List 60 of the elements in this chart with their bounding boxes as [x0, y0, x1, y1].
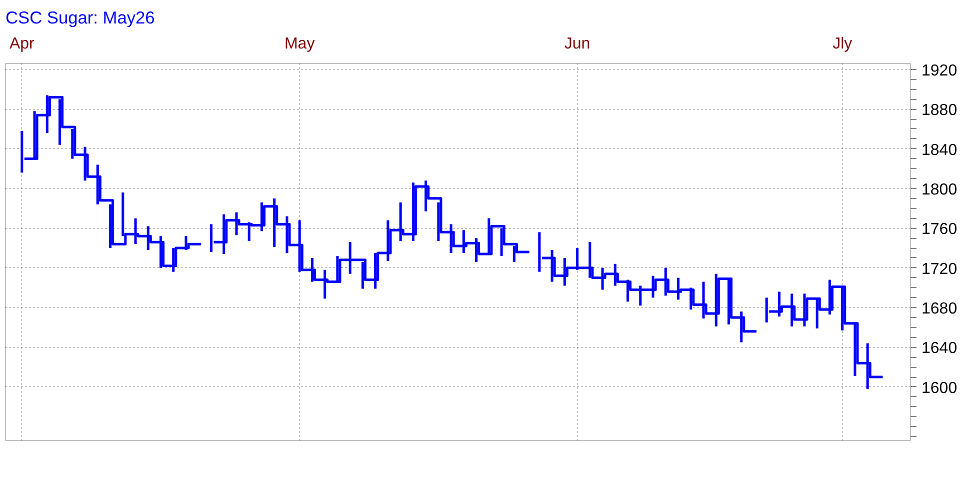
bar [298, 220, 301, 272]
chart-title: CSC Sugar: May26 [6, 8, 155, 28]
bar [33, 111, 36, 159]
bar [702, 282, 705, 318]
x-tick-label: Jun [564, 36, 590, 52]
bar [538, 232, 541, 272]
bar [172, 248, 175, 272]
y-tick-label: 1880 [922, 102, 958, 120]
bar [96, 164, 99, 204]
y-tick-label: 1800 [922, 182, 958, 199]
y-tick-label: 1840 [922, 142, 958, 159]
bar [588, 242, 592, 278]
bar [361, 262, 364, 289]
bar [424, 180, 428, 212]
bar [803, 294, 806, 326]
y-tick-label: 1640 [922, 340, 958, 358]
bar [71, 128, 74, 159]
bar [488, 218, 490, 254]
bar [222, 214, 226, 254]
bar [210, 224, 212, 252]
bar [109, 204, 112, 248]
bar [727, 278, 730, 324]
bar [386, 220, 390, 261]
bar [828, 280, 831, 315]
bar [84, 146, 86, 181]
bar [184, 236, 188, 250]
x-tick-label: May [284, 36, 315, 52]
bar [146, 226, 150, 250]
bar [790, 294, 794, 326]
bar [286, 216, 288, 253]
bar [336, 256, 339, 282]
bar [134, 218, 137, 244]
y-tick-label: 1600 [922, 380, 958, 397]
bar [374, 252, 377, 289]
bar [412, 182, 414, 242]
bar [399, 202, 402, 242]
bar [437, 202, 440, 242]
bar [348, 242, 352, 274]
bar [550, 250, 554, 282]
bar [122, 192, 124, 236]
bar [512, 246, 516, 262]
y-tick-label: 1680 [922, 300, 958, 318]
bar [450, 224, 452, 253]
bar [475, 238, 478, 262]
y-tick-label: 1920 [922, 62, 958, 80]
bar [778, 292, 780, 316]
y-tick-label: 1760 [922, 221, 958, 238]
x-tick-label: Apr [9, 36, 36, 52]
bar [273, 198, 276, 248]
bar [159, 236, 162, 268]
bar [740, 312, 743, 342]
y-tick-label: 1720 [922, 260, 958, 278]
bar [310, 258, 314, 282]
x-tick-label: Jly [832, 36, 852, 52]
bar [714, 274, 718, 326]
bar [816, 298, 818, 328]
bar [58, 99, 62, 145]
bar [500, 228, 503, 256]
bar [652, 276, 654, 298]
bar [765, 298, 768, 322]
